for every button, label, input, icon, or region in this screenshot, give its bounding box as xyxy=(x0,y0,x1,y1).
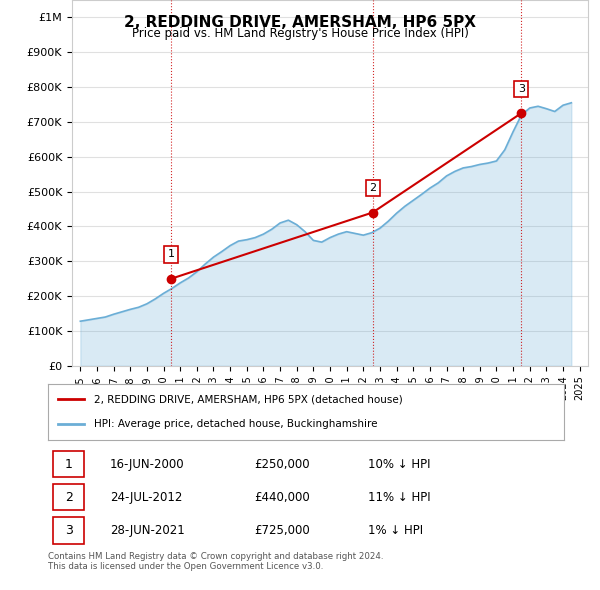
Text: £725,000: £725,000 xyxy=(254,523,310,537)
Text: 2: 2 xyxy=(65,490,73,504)
Text: HPI: Average price, detached house, Buckinghamshire: HPI: Average price, detached house, Buck… xyxy=(94,419,378,429)
Text: 24-JUL-2012: 24-JUL-2012 xyxy=(110,490,182,504)
Text: 16-JUN-2000: 16-JUN-2000 xyxy=(110,457,185,471)
Text: £250,000: £250,000 xyxy=(254,457,310,471)
Text: 3: 3 xyxy=(518,84,525,94)
Text: 2: 2 xyxy=(369,183,376,193)
FancyBboxPatch shape xyxy=(53,451,84,477)
FancyBboxPatch shape xyxy=(53,517,84,543)
Text: 1: 1 xyxy=(65,457,73,471)
Text: 1: 1 xyxy=(168,250,175,260)
FancyBboxPatch shape xyxy=(53,484,84,510)
Text: 11% ↓ HPI: 11% ↓ HPI xyxy=(368,490,431,504)
Text: 10% ↓ HPI: 10% ↓ HPI xyxy=(368,457,430,471)
Text: Price paid vs. HM Land Registry's House Price Index (HPI): Price paid vs. HM Land Registry's House … xyxy=(131,27,469,40)
Text: 1% ↓ HPI: 1% ↓ HPI xyxy=(368,523,423,537)
Text: Contains HM Land Registry data © Crown copyright and database right 2024.
This d: Contains HM Land Registry data © Crown c… xyxy=(48,552,383,571)
Text: 2, REDDING DRIVE, AMERSHAM, HP6 5PX: 2, REDDING DRIVE, AMERSHAM, HP6 5PX xyxy=(124,15,476,30)
Text: 28-JUN-2021: 28-JUN-2021 xyxy=(110,523,185,537)
Text: 3: 3 xyxy=(65,523,73,537)
Text: £440,000: £440,000 xyxy=(254,490,310,504)
Text: 2, REDDING DRIVE, AMERSHAM, HP6 5PX (detached house): 2, REDDING DRIVE, AMERSHAM, HP6 5PX (det… xyxy=(94,394,403,404)
